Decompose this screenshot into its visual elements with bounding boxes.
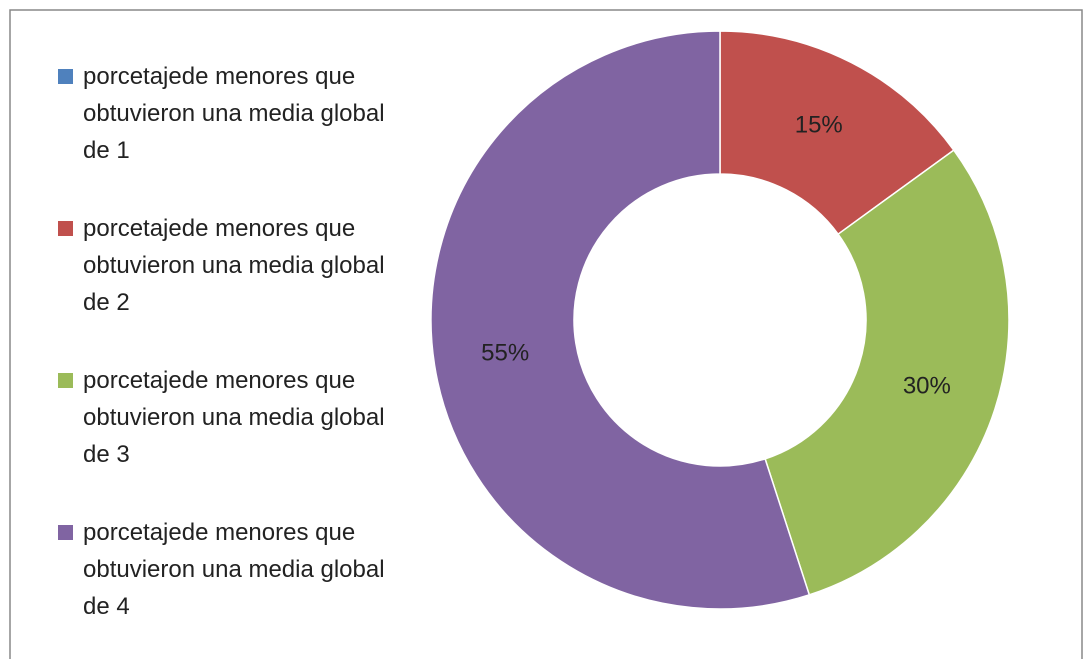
donut-segment bbox=[764, 149, 1010, 596]
legend-item: porcetajede menores que obtuvieron una m… bbox=[58, 362, 403, 514]
legend-label: porcetajede menores que obtuvieron una m… bbox=[83, 63, 385, 164]
legend-label: porcetajede menores que obtuvieron una m… bbox=[83, 367, 385, 468]
legend-item: porcetajede menores que obtuvieron una m… bbox=[58, 514, 403, 659]
donut-segment bbox=[430, 30, 811, 610]
legend-swatch bbox=[58, 373, 73, 388]
legend-item: porcetajede menores que obtuvieron una m… bbox=[58, 58, 403, 210]
donut-segment bbox=[719, 30, 955, 236]
legend: porcetajede menores que obtuvieron una m… bbox=[58, 58, 403, 659]
legend-item: porcetajede menores que obtuvieron una m… bbox=[58, 210, 403, 362]
legend-label: porcetajede menores que obtuvieron una m… bbox=[83, 519, 385, 620]
data-label: 55% bbox=[481, 339, 529, 366]
legend-swatch bbox=[58, 525, 73, 540]
legend-swatch bbox=[58, 221, 73, 236]
legend-swatch bbox=[58, 69, 73, 84]
chart-frame bbox=[9, 9, 1083, 659]
legend-label: porcetajede menores que obtuvieron una m… bbox=[83, 215, 385, 316]
data-label: 15% bbox=[795, 112, 843, 139]
data-label: 30% bbox=[903, 373, 951, 400]
